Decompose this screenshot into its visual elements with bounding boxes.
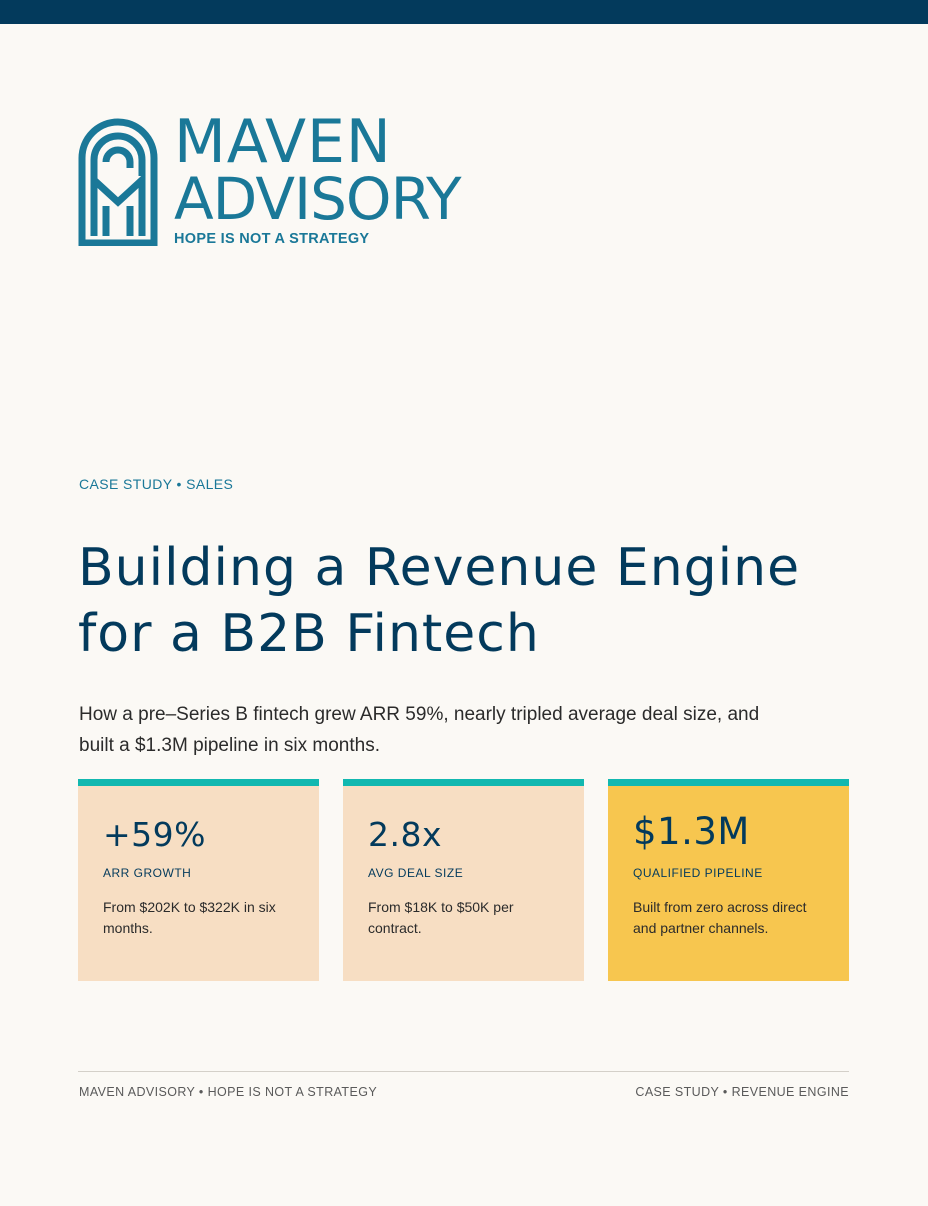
maven-logo-icon [78, 118, 158, 246]
card-accent-bar [78, 779, 319, 786]
metric-value: +59% [103, 815, 206, 854]
top-bar [0, 0, 928, 24]
footer-divider [78, 1071, 849, 1072]
metric-card-arr-growth: +59% ARR GROWTH From $202K to $322K in s… [78, 779, 319, 981]
card-accent-bar [343, 779, 584, 786]
card-accent-bar [608, 779, 849, 786]
metric-value: 2.8x [368, 815, 443, 854]
logo: MAVEN ADVISORY HOPE IS NOT A STRATEGY [78, 110, 478, 248]
brand-name-line1: MAVEN [174, 107, 392, 177]
eyebrow-label: CASE STUDY • SALES [79, 476, 234, 492]
footer-right-text: CASE STUDY • REVENUE ENGINE [635, 1085, 849, 1099]
metric-label: AVG DEAL SIZE [368, 866, 464, 880]
brand-name-line2: ADVISORY [174, 165, 462, 233]
metric-card-avg-deal-size: 2.8x AVG DEAL SIZE From $18K to $50K per… [343, 779, 584, 981]
metric-description: From $18K to $50K per contract. [368, 899, 514, 936]
metric-label: QUALIFIED PIPELINE [633, 866, 763, 880]
metric-description: From $202K to $322K in six months. [103, 899, 276, 936]
metric-value: $1.3M [633, 810, 750, 853]
metric-card-qualified-pipeline: $1.3M QUALIFIED PIPELINE Built from zero… [608, 779, 849, 981]
metric-label: ARR GROWTH [103, 866, 192, 880]
brand-tagline: HOPE IS NOT A STRATEGY [174, 231, 370, 247]
footer-left-text: MAVEN ADVISORY • HOPE IS NOT A STRATEGY [79, 1085, 378, 1099]
lead-paragraph: How a pre–Series B fintech grew ARR 59%,… [79, 704, 760, 756]
page-title: Building a Revenue Engine for a B2B Fint… [78, 538, 801, 664]
metric-description: Built from zero across direct and partne… [633, 899, 807, 936]
